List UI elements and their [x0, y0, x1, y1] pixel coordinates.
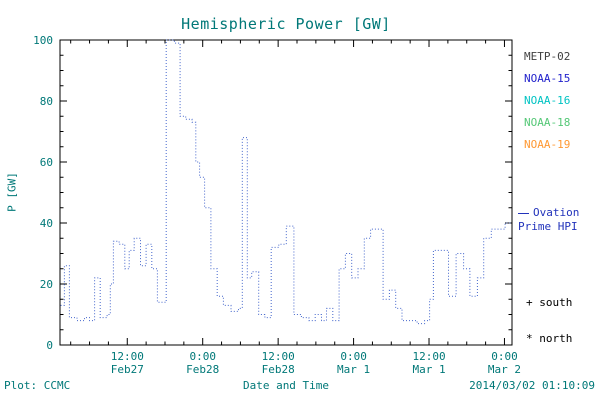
svg-text:40: 40	[40, 217, 53, 230]
svg-text:Mar 1: Mar 1	[337, 363, 370, 376]
svg-text:60: 60	[40, 156, 53, 169]
svg-text:Feb28: Feb28	[262, 363, 295, 376]
legend-item-noaa16: NOAA-16	[524, 94, 571, 107]
ovation-line-sample	[518, 212, 529, 214]
ovation-label-line2: Prime HPI	[518, 220, 578, 233]
chart-title: Hemispheric Power [GW]	[181, 15, 391, 33]
plot-credit: Plot: CCMC	[4, 379, 71, 392]
svg-text:0:00: 0:00	[340, 350, 367, 363]
svg-text:12:00: 12:00	[111, 350, 144, 363]
svg-text:Mar 2: Mar 2	[488, 363, 521, 376]
x-axis-label: Date and Time	[242, 379, 330, 392]
svg-text:Mar 1: Mar 1	[412, 363, 445, 376]
legend-item-noaa18: NOAA-18	[524, 116, 571, 129]
plot-timestamp: 2014/03/02 01:10:09	[469, 379, 595, 392]
ovation-legend-line1: Ovation	[518, 206, 579, 220]
legend-item-noaa19: NOAA-19	[524, 138, 571, 151]
north-marker-label: * north	[526, 332, 573, 345]
svg-text:20: 20	[40, 278, 53, 291]
satellite-legend: METP-02 NOAA-15 NOAA-16 NOAA-18 NOAA-19	[524, 46, 570, 156]
legend-item-metp02: METP-02	[524, 50, 571, 63]
svg-text:0:00: 0:00	[189, 350, 216, 363]
svg-text:Feb28: Feb28	[186, 363, 219, 376]
svg-text:12:00: 12:00	[412, 350, 445, 363]
south-marker-label: + south	[526, 296, 573, 309]
ovation-label-line1: Ovation	[533, 206, 580, 219]
legend-item-noaa15: NOAA-15	[524, 72, 571, 85]
svg-text:80: 80	[40, 95, 53, 108]
svg-text:Feb27: Feb27	[111, 363, 144, 376]
svg-text:12:00: 12:00	[262, 350, 295, 363]
ovation-legend: Ovation Prime HPI	[518, 206, 579, 234]
svg-text:0: 0	[46, 339, 53, 352]
svg-text:0:00: 0:00	[491, 350, 518, 363]
svg-text:100: 100	[33, 34, 53, 47]
